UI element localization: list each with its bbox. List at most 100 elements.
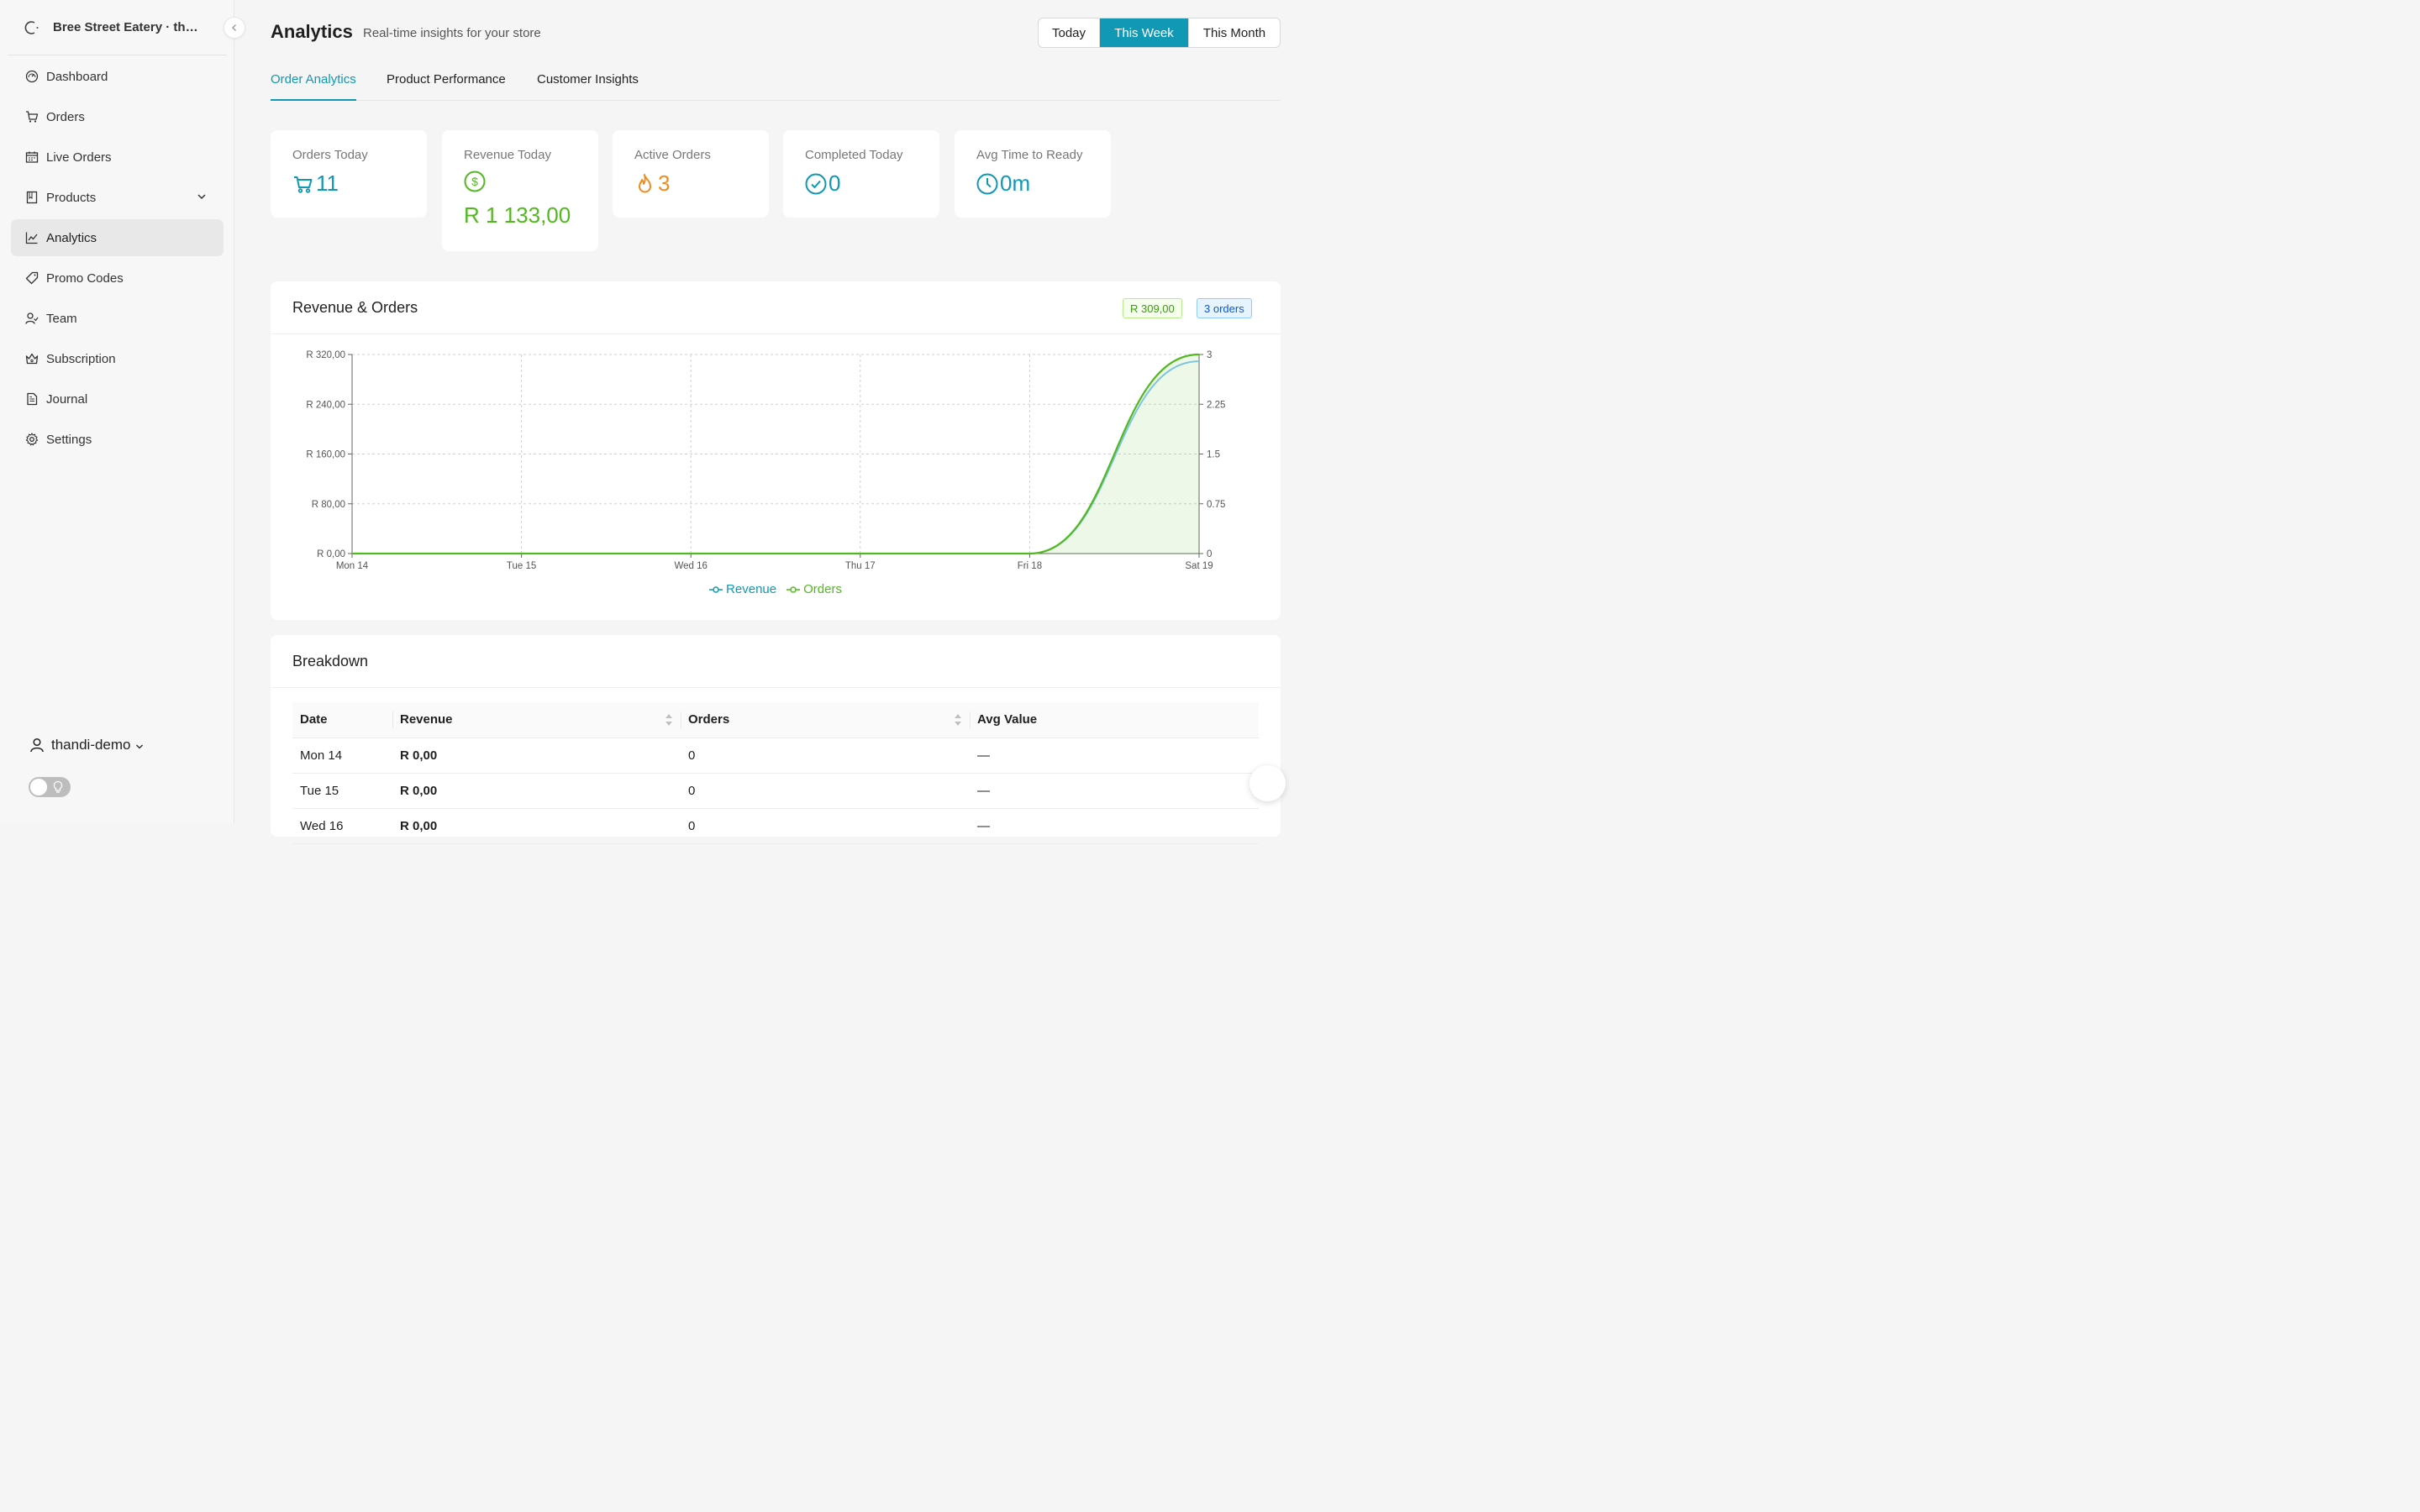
sidebar-item-journal[interactable]: Journal xyxy=(11,381,224,417)
revenue-orders-chart: R 0,00 0 R 80,00 0.75 R 160,00 1.5 R 240,00 2.2… xyxy=(306,350,1225,571)
y-left-tick-label: R 0,00 xyxy=(317,549,345,559)
sidebar-item-label: Analytics xyxy=(46,230,97,245)
y-right-tick-label: 3 xyxy=(1207,350,1212,360)
stat-value-row: 3 xyxy=(634,171,747,197)
date-range-selector: Today This Week This Month xyxy=(1038,18,1281,48)
tab-product-performance[interactable]: Product Performance xyxy=(387,72,506,87)
sidebar-item-orders[interactable]: Orders xyxy=(11,98,224,135)
chevron-down-icon[interactable] xyxy=(196,191,208,202)
brand[interactable]: Bree Street Eatery · the... xyxy=(8,0,227,55)
orders-total-badge: 3 orders xyxy=(1197,298,1252,318)
stat-label: Orders Today xyxy=(292,148,368,162)
cell-orders: 0 xyxy=(681,738,970,774)
username: thandi-demo xyxy=(51,737,131,753)
sidebar-item-promo-codes[interactable]: Promo Codes xyxy=(11,260,224,297)
cell-orders: 0 xyxy=(681,773,970,809)
chevron-down-icon xyxy=(135,744,143,749)
legend-item-orders[interactable]: Orders xyxy=(786,582,842,596)
y-left-tick-label: R 80,00 xyxy=(312,500,345,510)
x-tick-label: Thu 17 xyxy=(845,561,876,571)
revenue-line xyxy=(352,360,1200,555)
crown-icon xyxy=(25,353,39,365)
dashboard-icon xyxy=(25,70,39,83)
toggle-knob xyxy=(30,779,47,795)
cell-orders: 0 xyxy=(681,808,970,844)
cell-avg-value: — xyxy=(970,808,1259,844)
sidebar-item-live-orders[interactable]: Live Orders xyxy=(11,139,224,176)
breakdown-card: Breakdown Date Revenue Orders Avg Value … xyxy=(271,635,1281,844)
column-header-avg-value: Avg Value xyxy=(970,702,1259,738)
cart-icon xyxy=(294,176,313,193)
stat-value-row: 11 xyxy=(292,171,405,197)
floating-action-button[interactable] xyxy=(1249,765,1286,801)
breakdown-table: Date Revenue Orders Avg Value Mon 14 R 0… xyxy=(292,702,1259,844)
user-menu[interactable]: thandi-demo xyxy=(29,737,144,753)
card-title: Revenue & Orders xyxy=(292,298,418,316)
cell-revenue: R 0,00 xyxy=(392,738,681,774)
line-chart-icon xyxy=(25,232,38,244)
range-this-week-button[interactable]: This Week xyxy=(1100,18,1189,47)
cell-date: Wed 16 xyxy=(292,808,392,844)
table-row: Tue 15 R 0,00 0 — xyxy=(292,773,1259,809)
stat-value: 3 xyxy=(658,171,671,196)
stat-label: Completed Today xyxy=(805,148,903,162)
x-tick-label: Mon 14 xyxy=(336,561,369,571)
sidebar-item-settings[interactable]: Settings xyxy=(11,421,224,458)
clock-icon xyxy=(976,173,998,194)
sidebar-item-label: Team xyxy=(46,311,77,326)
stat-value-row: 0 xyxy=(805,171,918,197)
check-circle-icon xyxy=(805,173,827,194)
column-header-orders[interactable]: Orders xyxy=(681,702,970,738)
cell-date: Mon 14 xyxy=(292,738,392,774)
sidebar-item-products[interactable]: Products xyxy=(11,179,224,216)
fire-icon xyxy=(639,173,651,192)
sidebar-item-label: Subscription xyxy=(46,351,116,366)
range-today-button[interactable]: Today xyxy=(1039,18,1100,47)
sidebar-item-subscription[interactable]: Subscription xyxy=(11,340,224,377)
card-header: Revenue & Orders R 309,00 3 orders xyxy=(271,281,1281,334)
stat-value-row: 0m xyxy=(976,171,1089,197)
page-title: Analytics xyxy=(271,21,353,42)
sidebar-item-analytics[interactable]: Analytics xyxy=(11,219,224,256)
revenue-orders-card: Revenue & Orders R 309,00 3 orders R 0,0… xyxy=(271,281,1281,620)
range-this-month-button[interactable]: This Month xyxy=(1202,25,1266,40)
sidebar-item-team[interactable]: Team xyxy=(11,300,224,337)
orders-area xyxy=(352,354,1199,554)
cell-revenue: R 0,00 xyxy=(392,773,681,809)
cell-avg-value: — xyxy=(970,738,1259,774)
chevron-left-icon xyxy=(232,24,236,31)
sidebar: Bree Street Eatery · the... Dashboard Or… xyxy=(0,0,245,823)
column-header-revenue[interactable]: Revenue xyxy=(392,702,681,738)
sidebar-item-label: Journal xyxy=(46,391,88,407)
stat-value: 11 xyxy=(316,171,339,196)
table-row: Wed 16 R 0,00 0 — xyxy=(292,808,1259,844)
sort-icon[interactable] xyxy=(665,712,673,727)
chart-legend: Revenue Orders xyxy=(271,582,1281,596)
user-icon xyxy=(30,738,44,753)
card-title: Breakdown xyxy=(292,652,369,669)
x-tick-label: Wed 16 xyxy=(674,561,707,571)
legend-item-revenue[interactable]: Revenue xyxy=(709,582,776,596)
stat-icon-row: $ xyxy=(464,171,576,192)
cell-revenue: R 0,00 xyxy=(392,808,681,844)
y-left-tick-label: R 160,00 xyxy=(306,450,345,460)
y-right-tick-label: 0 xyxy=(1207,549,1212,559)
gear-icon xyxy=(25,433,39,446)
legend-marker-orders xyxy=(786,585,801,593)
legend-label: Revenue xyxy=(726,582,777,596)
stat-card-orders-today: Orders Today 11 xyxy=(271,130,427,218)
card-header: Breakdown xyxy=(271,635,1281,688)
page-subtitle: Real-time insights for your store xyxy=(363,26,541,40)
sort-icon[interactable] xyxy=(954,712,962,727)
tab-order-analytics[interactable]: Order Analytics xyxy=(271,72,356,101)
column-header-date: Date xyxy=(292,702,392,738)
sidebar-item-dashboard[interactable]: Dashboard xyxy=(11,58,224,95)
tab-customer-insights[interactable]: Customer Insights xyxy=(537,72,639,87)
sidebar-item-label: Products xyxy=(46,190,97,205)
y-left-tick-label: R 320,00 xyxy=(306,350,345,360)
stat-card-completed-today: Completed Today 0 xyxy=(783,130,939,218)
collapse-sidebar-button[interactable] xyxy=(224,17,245,39)
theme-toggle[interactable] xyxy=(29,777,71,797)
lightbulb-icon xyxy=(53,780,63,793)
table-header-row: Date Revenue Orders Avg Value xyxy=(292,702,1259,738)
